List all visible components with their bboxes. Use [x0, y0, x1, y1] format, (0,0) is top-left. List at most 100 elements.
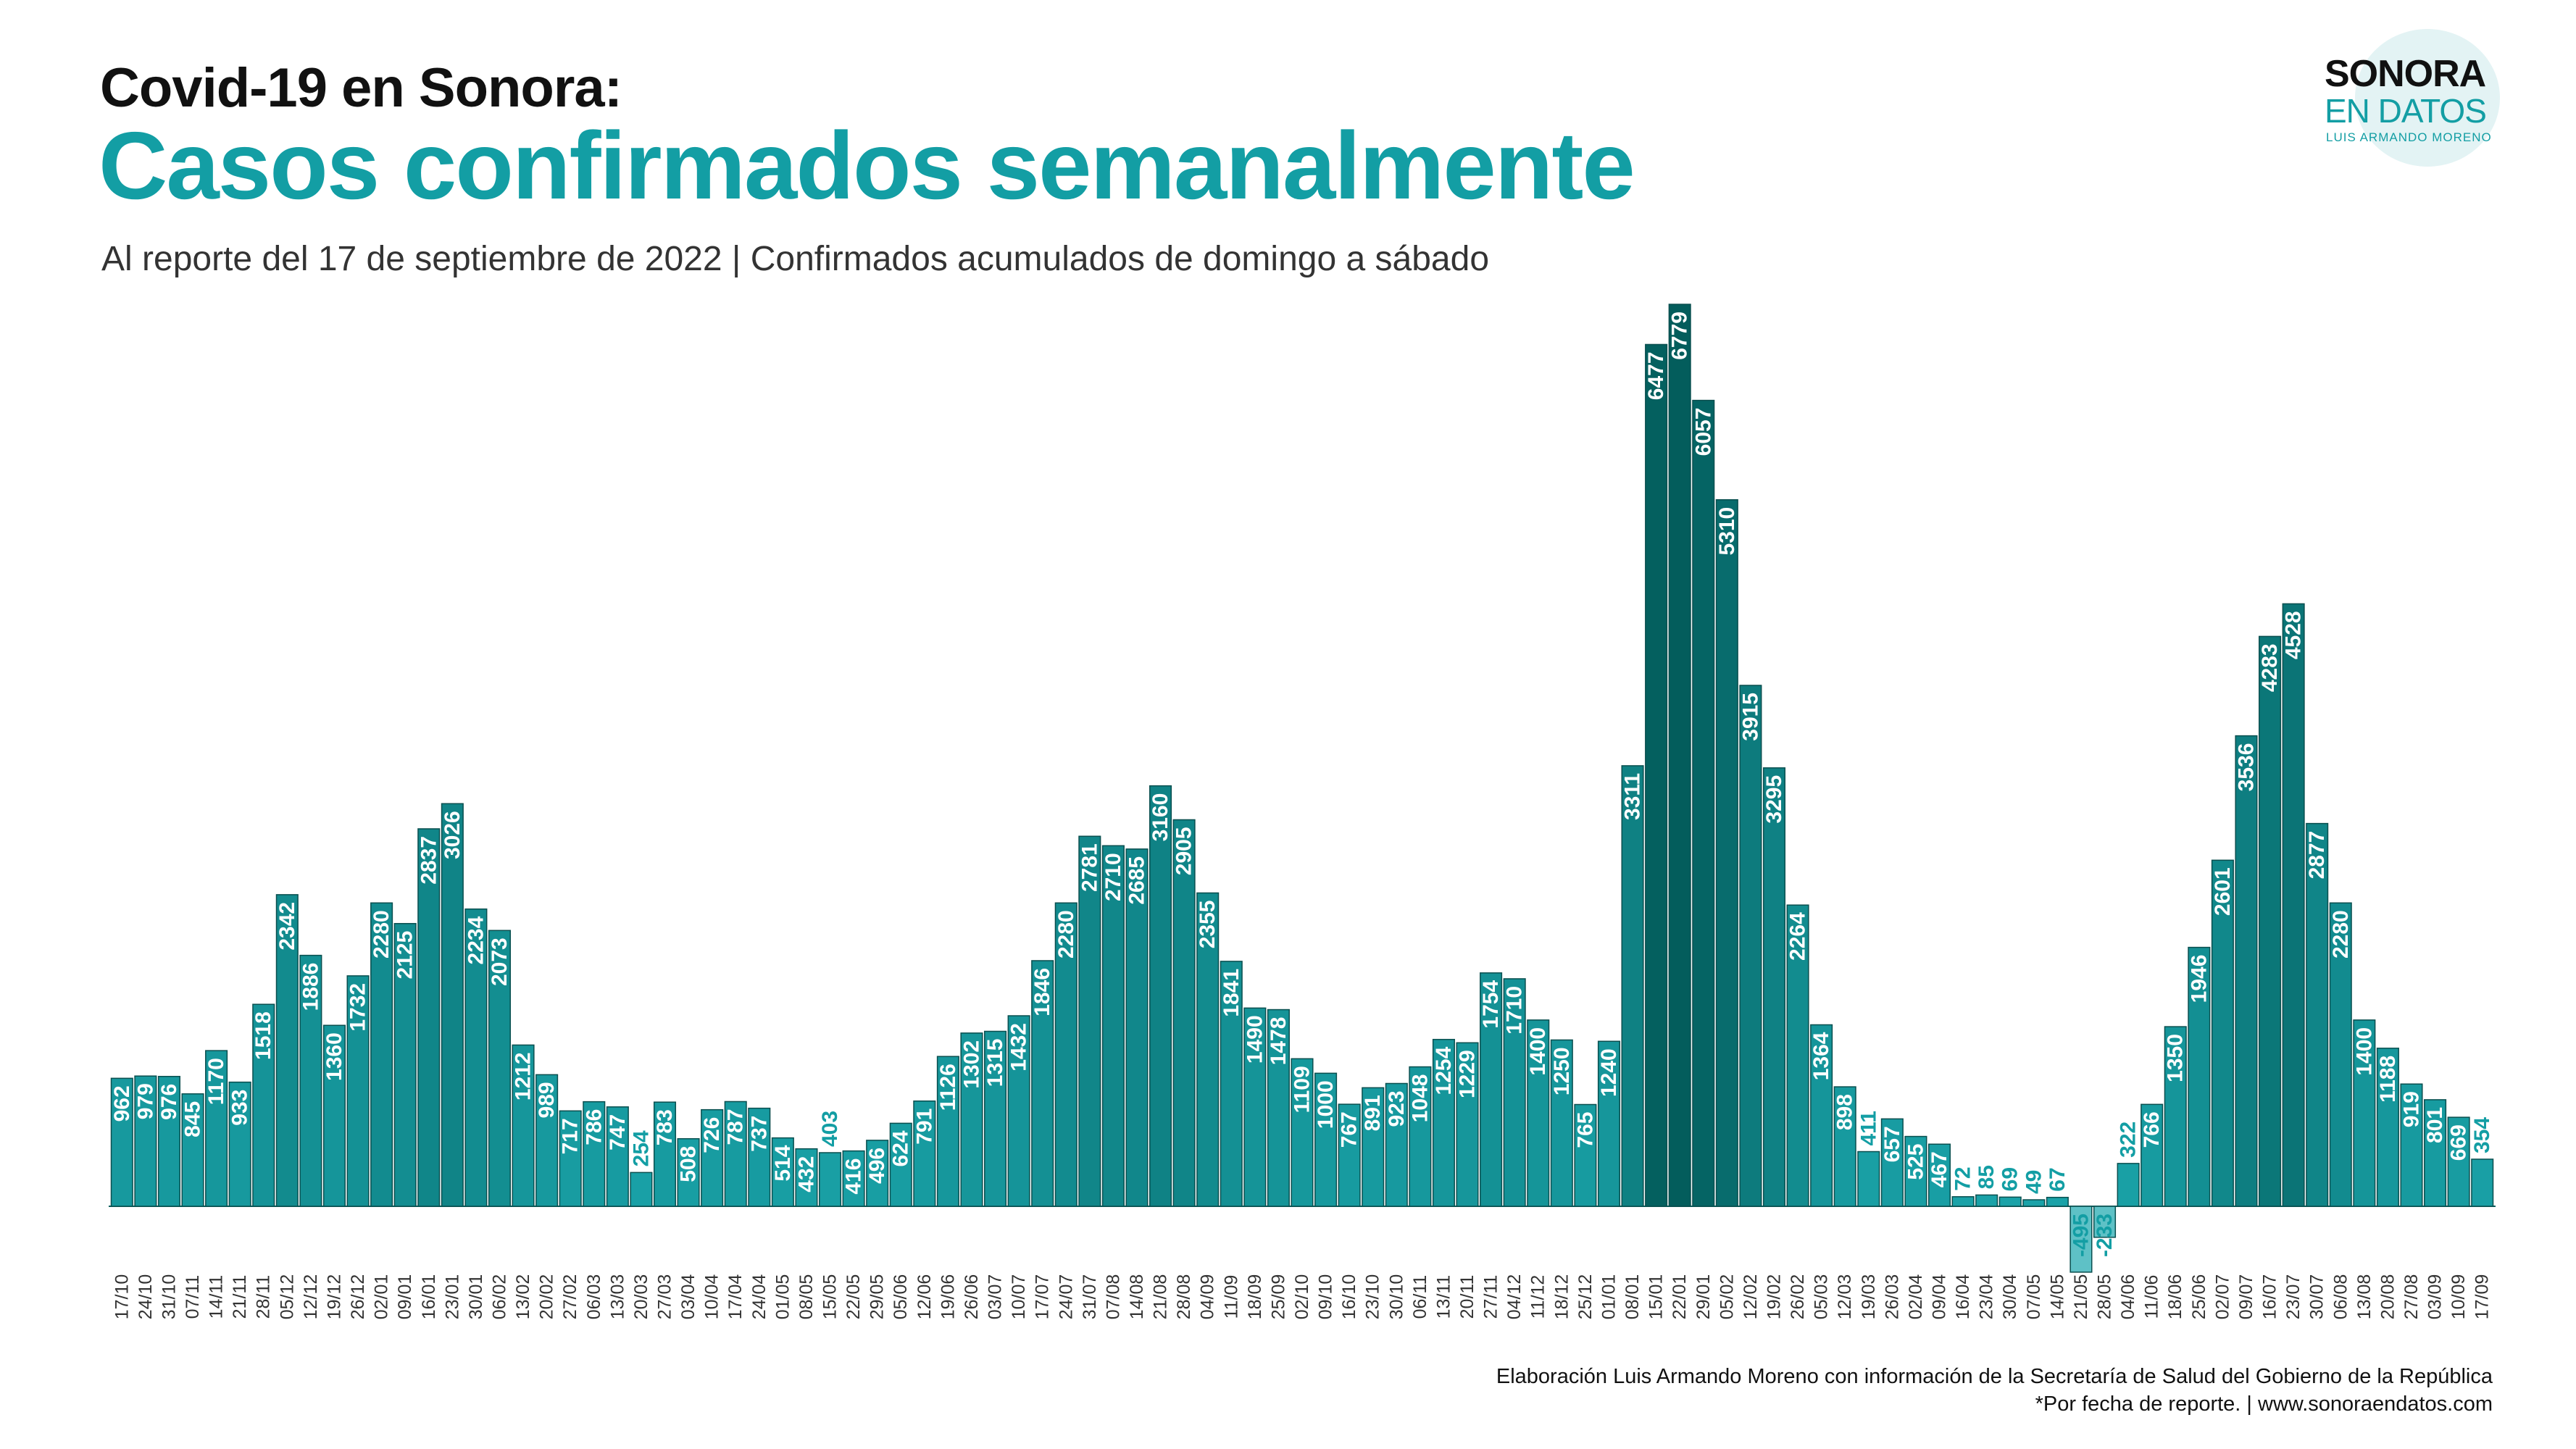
x-tick-label: 20/08	[2377, 1274, 2398, 1320]
bar	[2069, 1206, 2093, 1273]
bar	[1149, 785, 1172, 1207]
x-tick-label: 05/02	[1717, 1274, 1737, 1320]
bar	[1810, 1024, 1833, 1207]
bar	[1314, 1072, 1338, 1207]
bar	[299, 954, 322, 1207]
bar	[818, 1152, 842, 1207]
bar	[842, 1150, 865, 1207]
data-label: 898	[1833, 1094, 1857, 1130]
data-label: 1048	[1408, 1074, 1432, 1123]
bar	[1196, 892, 1220, 1207]
data-label: 1754	[1479, 980, 1503, 1029]
bar	[1739, 685, 1762, 1207]
data-label: 717	[559, 1118, 583, 1154]
data-label: 747	[606, 1114, 630, 1151]
x-tick-label: 25/09	[1268, 1274, 1288, 1320]
x-tick-label: 31/10	[159, 1274, 179, 1320]
x-tick-label: 23/01	[442, 1274, 462, 1320]
bar	[1574, 1103, 1597, 1207]
x-tick-label: 09/07	[2236, 1274, 2256, 1320]
x-tick-label: 14/08	[1127, 1274, 1147, 1320]
x-tick-label: 18/06	[2165, 1274, 2185, 1320]
chart-subtitle: Al reporte del 17 de septiembre de 2022 …	[101, 240, 1490, 278]
x-tick-label: 17/10	[112, 1274, 132, 1320]
bar	[322, 1024, 346, 1207]
data-label: 783	[653, 1109, 677, 1145]
x-tick-label: 23/07	[2283, 1274, 2304, 1320]
bar	[1786, 904, 1809, 1207]
data-label: 85	[1975, 1165, 1998, 1189]
data-label: 801	[2423, 1107, 2447, 1143]
x-tick-label: 24/04	[749, 1274, 770, 1320]
x-tick-label: 05/12	[277, 1274, 297, 1320]
x-tick-label: 04/06	[2118, 1274, 2138, 1320]
bar	[1998, 1196, 2022, 1207]
x-tick-label: 07/11	[183, 1275, 203, 1319]
x-tick-label: 26/12	[348, 1274, 368, 1320]
data-label: 3295	[1762, 775, 1786, 824]
bar	[583, 1101, 606, 1207]
data-label: 411	[1856, 1111, 1880, 1145]
data-label: 49	[2022, 1170, 2046, 1194]
bar	[2306, 822, 2329, 1207]
data-label: 2355	[1196, 900, 1220, 948]
bar	[1833, 1086, 1856, 1207]
bar	[2424, 1099, 2447, 1207]
x-tick-label: 21/08	[1151, 1274, 1171, 1320]
x-tick-label: 16/10	[1339, 1274, 1359, 1320]
bar	[889, 1122, 912, 1207]
data-label: 67	[2046, 1167, 2069, 1191]
bar	[2211, 859, 2234, 1207]
data-label: 669	[2447, 1124, 2471, 1161]
data-label: 624	[889, 1130, 913, 1166]
bar	[134, 1075, 157, 1207]
data-label: 1126	[936, 1064, 960, 1111]
x-tick-label: 12/02	[1741, 1274, 1761, 1320]
bar	[1101, 845, 1125, 1207]
data-label: 1400	[2352, 1027, 2376, 1076]
bar	[2471, 1158, 2494, 1207]
bar	[913, 1100, 936, 1207]
bar	[1456, 1042, 1479, 1207]
x-tick-label: 28/11	[254, 1275, 274, 1319]
bar	[205, 1050, 228, 1207]
bar	[1880, 1118, 1904, 1207]
data-label: 1229	[1456, 1050, 1480, 1098]
bar	[1857, 1151, 1880, 1207]
x-tick-label: 15/05	[820, 1274, 841, 1320]
x-tick-label: 12/12	[301, 1274, 321, 1320]
x-tick-label: 06/11	[1410, 1275, 1430, 1319]
bar	[2141, 1103, 2164, 1207]
bar	[1054, 902, 1077, 1207]
x-tick-label: 17/04	[725, 1274, 746, 1320]
data-label: 919	[2399, 1091, 2423, 1127]
x-tick-label: 11/09	[1221, 1275, 1241, 1319]
x-tick-label: 21/05	[2071, 1274, 2091, 1320]
data-label: 2710	[1101, 853, 1125, 901]
data-label: 3311	[1621, 773, 1645, 820]
data-label: 726	[700, 1117, 724, 1153]
data-label: 2685	[1125, 856, 1149, 905]
x-tick-label: 13/08	[2354, 1274, 2375, 1320]
data-label: 1109	[1291, 1066, 1314, 1113]
data-label: 2837	[417, 836, 441, 885]
x-tick-label: 04/09	[1198, 1274, 1218, 1320]
bar	[1007, 1015, 1030, 1207]
x-tick-label: 08/01	[1622, 1274, 1643, 1320]
x-tick-label: 18/09	[1245, 1274, 1265, 1320]
bar	[110, 1077, 133, 1207]
bar	[1975, 1194, 1998, 1207]
x-tick-label: 16/01	[419, 1274, 439, 1320]
data-label: 791	[912, 1108, 936, 1145]
data-label: 1000	[1314, 1080, 1338, 1129]
bar	[2093, 1206, 2117, 1238]
x-tick-label: 26/02	[1788, 1274, 1808, 1320]
bar	[1362, 1087, 1385, 1207]
x-tick-label: 26/06	[962, 1274, 982, 1320]
x-tick-label: 12/06	[914, 1274, 935, 1320]
bar	[677, 1137, 700, 1207]
data-label: 2905	[1172, 827, 1196, 875]
bar	[559, 1110, 582, 1207]
bar	[2353, 1019, 2376, 1207]
data-label: 767	[1338, 1111, 1362, 1148]
